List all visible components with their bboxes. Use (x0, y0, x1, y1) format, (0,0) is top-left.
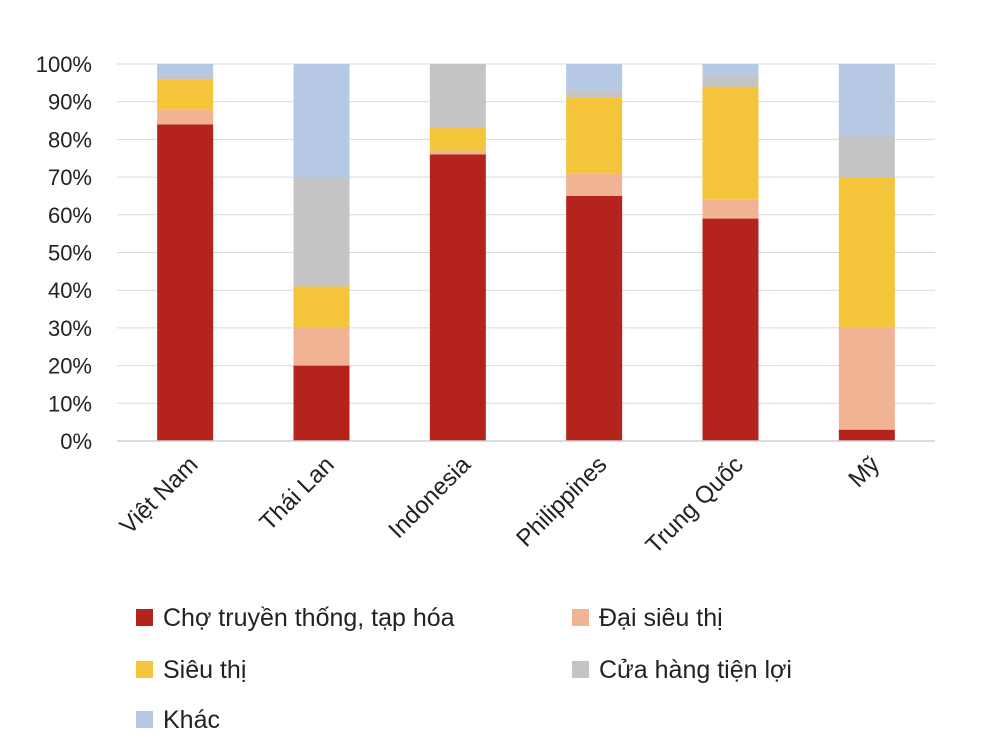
legend-item: Đại siêu thị (572, 604, 723, 632)
y-tick-label: 80% (48, 127, 92, 152)
y-tick-label: 0% (60, 429, 92, 454)
x-category-label: Việt Nam (115, 451, 204, 540)
bar-segment (702, 75, 759, 87)
bar-segment (157, 64, 214, 76)
legend-swatch (572, 609, 589, 626)
x-category-label: Mỹ (843, 451, 885, 493)
y-tick-label: 100% (36, 52, 92, 77)
legend-label: Chợ truyền thống, tạp hóa (163, 604, 455, 632)
x-category-label: Indonesia (383, 451, 476, 544)
y-tick-label: 40% (48, 278, 92, 303)
legend-label: Cửa hàng tiện lợi (599, 656, 792, 684)
y-tick-label: 70% (48, 165, 92, 190)
x-axis-categories: Việt Nam Thái Lan Indonesia Philippines Trun… (115, 451, 885, 560)
legend-item: Khác (136, 706, 220, 734)
y-tick-label: 50% (48, 241, 92, 266)
legend-swatch (136, 609, 153, 626)
bar-segment (702, 218, 759, 441)
bar-segment (157, 75, 214, 80)
bar-segment (429, 150, 486, 155)
bar-segment (293, 286, 350, 328)
x-category-label: Thái Lan (255, 451, 340, 536)
bar-segment (157, 124, 214, 441)
bar-segment (702, 199, 759, 219)
bar-segment (157, 79, 214, 110)
legend-label: Đại siêu thị (599, 604, 723, 632)
y-tick-label: 10% (48, 391, 92, 416)
x-category-label: Trung Quốc (641, 451, 749, 559)
legend-item: Chợ truyền thống, tạp hóa (136, 604, 455, 632)
bar-segment (838, 135, 895, 178)
y-axis-ticks: 0% 10% 20% 30% 40% 50% 60% 70% 80% 90% 100% (36, 52, 92, 454)
bar-segment (293, 365, 350, 441)
legend-swatch (136, 661, 153, 678)
bars (157, 64, 895, 442)
legend-item: Siêu thị (136, 656, 246, 684)
legend-label: Siêu thị (163, 656, 246, 684)
bar-segment (429, 154, 486, 442)
bar-segment (838, 177, 895, 328)
y-tick-label: 90% (48, 90, 92, 115)
bar-segment (566, 90, 623, 98)
legend: Chợ truyền thống, tạp hóa Đại siêu thị Siê… (136, 604, 792, 734)
bar-segment (293, 327, 350, 366)
bar-segment (293, 64, 350, 178)
bar-segment (838, 429, 895, 441)
bar-segment (566, 64, 623, 91)
bar-segment (429, 64, 486, 129)
bar-segment (702, 64, 759, 76)
bar-segment (566, 173, 623, 196)
gridlines (117, 63, 935, 404)
bar-segment (838, 64, 895, 136)
bar-segment (566, 195, 623, 441)
legend-label: Khác (163, 706, 220, 734)
legend-item: Cửa hàng tiện lợi (572, 656, 792, 684)
x-category-label: Philippines (511, 451, 612, 552)
bar-segment (838, 327, 895, 430)
y-tick-label: 30% (48, 316, 92, 341)
bar-segment (429, 128, 486, 151)
y-tick-label: 20% (48, 354, 92, 379)
bar-segment (566, 97, 623, 174)
bar-segment (293, 177, 350, 287)
bar-segment (702, 86, 759, 200)
bar-segment (157, 109, 214, 125)
legend-swatch (572, 661, 589, 678)
legend-swatch (136, 711, 153, 728)
y-tick-label: 60% (48, 203, 92, 228)
